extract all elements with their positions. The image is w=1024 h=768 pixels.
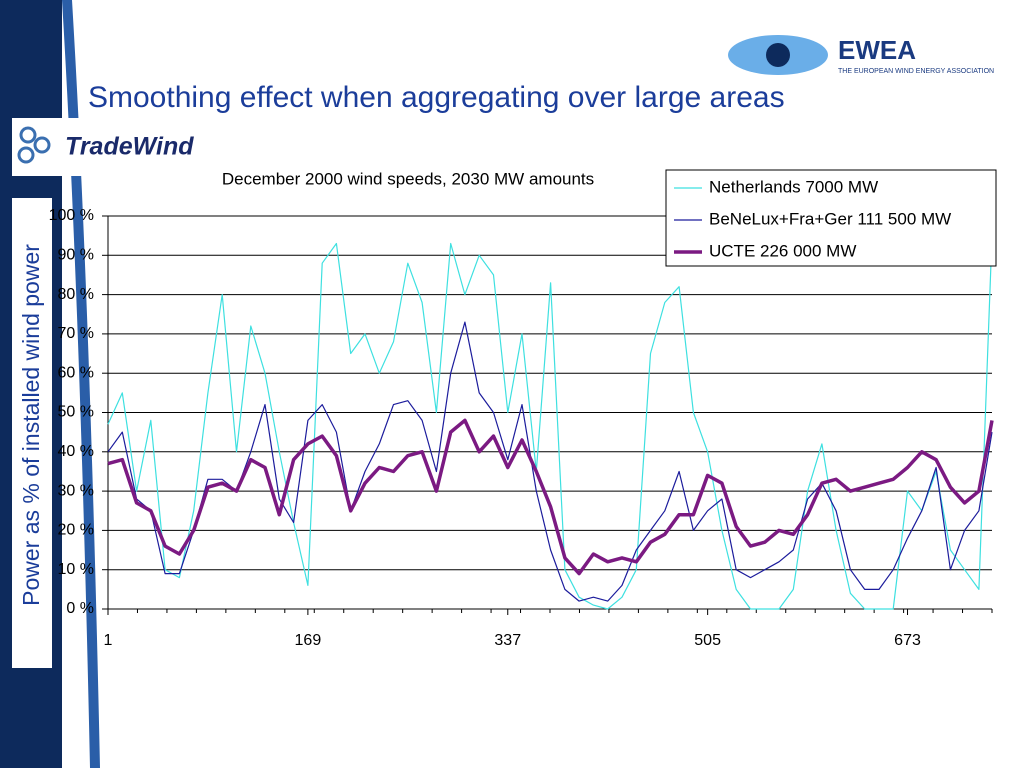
logo-box xyxy=(12,118,198,176)
chart-title: December 2000 wind speeds, 2030 MW amoun… xyxy=(222,169,594,188)
x-tick-label: 169 xyxy=(295,632,322,649)
y-tick-label: 50 % xyxy=(58,404,94,421)
series-line xyxy=(107,321,993,602)
x-tick-label: 1 xyxy=(104,632,113,649)
series-line xyxy=(107,418,994,576)
y-tick-label: 100 % xyxy=(49,207,94,224)
legend-box xyxy=(665,169,997,267)
tradewind-icon xyxy=(17,126,51,164)
y-tick-label: 30 % xyxy=(58,482,94,499)
x-tick-label: 505 xyxy=(694,632,721,649)
y-tick-label: 20 % xyxy=(58,522,94,539)
y-tick-label: 60 % xyxy=(58,364,94,381)
side-curve xyxy=(62,0,100,768)
legend-label: UCTE 226 000 MW xyxy=(709,241,856,260)
logo-right-sub: THE EUROPEAN WIND ENERGY ASSOCIATION xyxy=(838,68,994,75)
logo-right: EWEA xyxy=(838,35,916,65)
y-axis-label: Power as % of installed wind power xyxy=(18,244,44,606)
y-tick-label: 0 % xyxy=(66,600,94,617)
legend-label: Netherlands 7000 MW xyxy=(709,177,878,196)
y-tick-label: 70 % xyxy=(58,325,94,342)
x-tick-label: 673 xyxy=(894,632,921,649)
slide-title: Smoothing effect when aggregating over l… xyxy=(88,81,785,114)
legend-label: BeNeLux+Fra+Ger 111 500 MW xyxy=(709,209,951,228)
y-tick-label: 40 % xyxy=(58,443,94,460)
y-tick-label: 90 % xyxy=(58,247,94,264)
y-tick-label: 10 % xyxy=(58,561,94,578)
x-tick-label: 337 xyxy=(494,632,521,649)
y-tick-label: 80 % xyxy=(58,286,94,303)
label-box xyxy=(12,198,52,668)
series-line xyxy=(107,235,993,610)
eye-pupil xyxy=(766,43,790,67)
logo-left: TradeWind xyxy=(65,133,194,161)
